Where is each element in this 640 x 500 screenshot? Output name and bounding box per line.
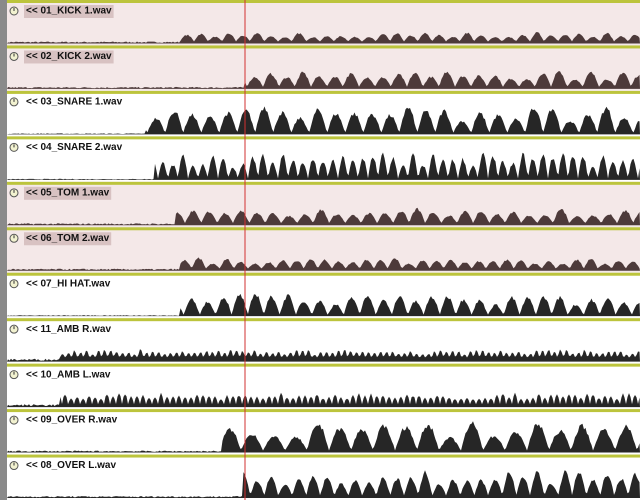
waveform (7, 349, 640, 362)
track-label: << 02_KICK 2.wav (26, 51, 112, 62)
track-header-bar (7, 181, 640, 185)
track-header-bar (7, 90, 640, 94)
waveform (7, 106, 640, 135)
track-label: << 09_OVER R.wav (26, 415, 118, 426)
waveform (7, 32, 640, 44)
track-label-highlight (24, 232, 112, 246)
track-header-bar (7, 363, 640, 367)
track-label-highlight (24, 5, 114, 18)
waveform (7, 470, 640, 498)
waveform (7, 293, 640, 317)
track-header-bar (7, 409, 640, 413)
waveform (7, 421, 640, 453)
waveform (7, 207, 640, 226)
waveform (7, 152, 640, 180)
track-label: << 06_TOM 2.wav (26, 233, 110, 244)
waveform (7, 71, 640, 89)
track-header-bar (7, 136, 640, 140)
track-label: << 11_AMB R.wav (26, 324, 111, 335)
track-header-bar (7, 45, 640, 49)
waveform (7, 392, 640, 408)
track-label-highlight (24, 50, 114, 64)
track-label: << 05_TOM 1.wav (26, 187, 110, 198)
track-label-highlight (24, 186, 112, 200)
track-header-bar (7, 272, 640, 276)
lanes: << 01_KICK 1.wav << 02_KICK 2.wav << 03_SN… (7, 0, 640, 500)
track-label: << 10_AMB L.wav (26, 369, 111, 380)
track-header-bar (7, 0, 640, 3)
track-label: << 01_KICK 1.wav (26, 6, 112, 17)
track-header-bar (7, 227, 640, 231)
left-strip (0, 0, 7, 500)
waveform (7, 257, 640, 271)
track-label: << 03_SNARE 1.wav (26, 97, 123, 108)
track-label: << 04_SNARE 2.wav (26, 142, 123, 153)
track-label: << 07_HI HAT.wav (26, 278, 111, 289)
track-label: << 08_OVER L.wav (26, 460, 116, 471)
track-header-bar (7, 318, 640, 322)
track-header-bar (7, 454, 640, 458)
